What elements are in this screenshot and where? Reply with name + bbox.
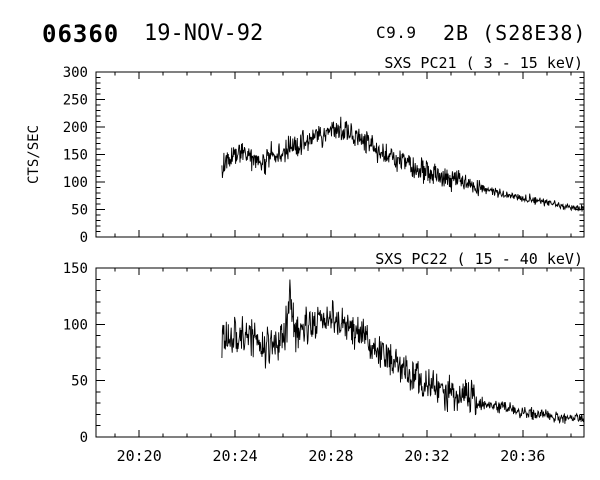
panel-frame-sxs-pc22 [95,267,585,438]
goes-xray-class: C9.9 [376,23,417,42]
y-tick-label-sxs-pc22: 150 [63,261,88,277]
optical-class-location: 2B (S28E38) [443,21,587,45]
y-tick-label-sxs-pc22: 100 [63,317,88,333]
y-tick-label-sxs-pc21: 100 [63,175,88,191]
x-tick-label: 20:32 [404,447,449,465]
flux-trace-sxs-pc22 [221,279,585,424]
y-tick-label-sxs-pc21: 150 [63,148,88,164]
flare-date: 19-NOV-92 [144,21,264,46]
flux-trace-sxs-pc21 [221,116,585,212]
x-tick-label: 20:24 [213,447,258,465]
y-tick-label-sxs-pc21: 0 [80,230,88,246]
axis-ticks-sxs-pc21 [96,71,584,238]
y-tick-label-sxs-pc22: 50 [71,374,88,390]
y-axis-label: CTS/SEC [26,125,42,184]
y-tick-label-sxs-pc21: 300 [63,65,88,81]
panel-title-sxs-pc21: SXS PC21 ( 3 - 15 keV) [384,54,583,72]
flare-event-number: 06360 [42,20,120,48]
y-tick-label-sxs-pc21: 50 [71,203,88,219]
x-tick-label: 20:20 [117,447,162,465]
x-tick-label: 20:36 [500,447,545,465]
y-tick-label-sxs-pc21: 200 [63,120,88,136]
y-tick-label-sxs-pc22: 0 [80,430,88,446]
y-tick-label-sxs-pc21: 250 [63,93,88,109]
x-tick-label: 20:28 [308,447,353,465]
panel-title-sxs-pc22: SXS PC22 ( 15 - 40 keV) [375,250,583,268]
axis-ticks-sxs-pc22 [96,267,584,438]
panel-frame-sxs-pc21 [95,71,585,238]
